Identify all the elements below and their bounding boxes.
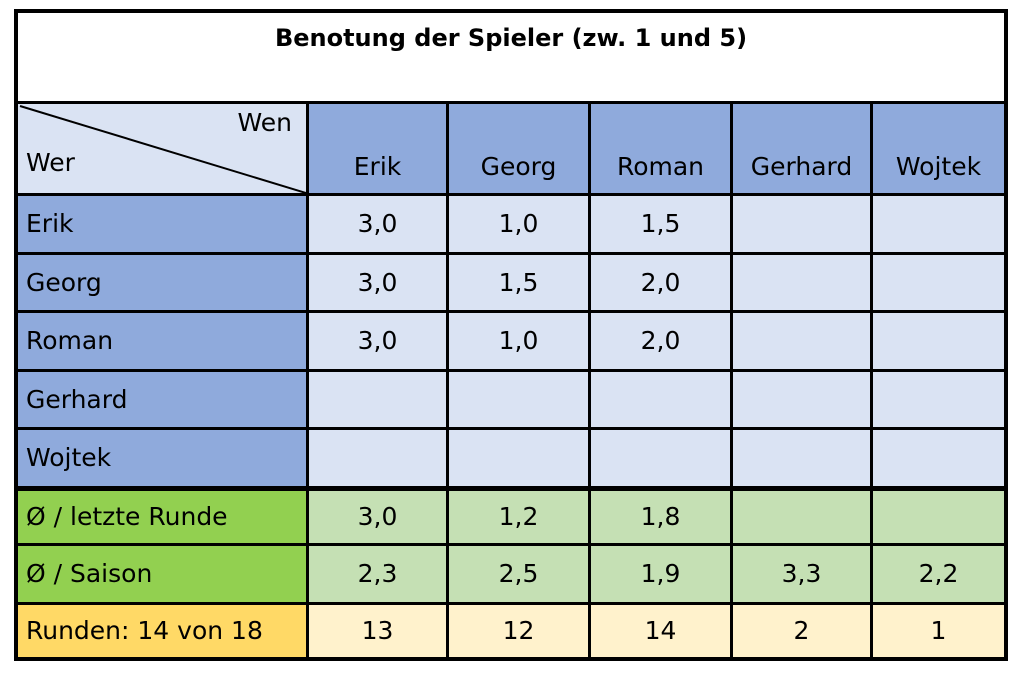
corner-diagonal [19,105,306,193]
rounds-cell: 13 [306,602,446,657]
grade-cell: 3,0 [306,310,446,369]
grade-cell [870,427,1004,486]
rounds-cell: 14 [588,602,730,657]
summary-label: Ø / Saison [18,543,306,602]
grade-cell [588,427,730,486]
grade-cell: 1,5 [446,252,588,310]
row-label: Georg [18,252,306,310]
grade-cell [870,252,1004,310]
grade-cell: 3,0 [306,252,446,310]
grade-cell [306,427,446,486]
grade-cell: 1,0 [446,193,588,252]
average-cell: 1,9 [588,543,730,602]
table-title: Benotung der Spieler (zw. 1 und 5) [18,13,1004,104]
grading-table: Benotung der Spieler (zw. 1 und 5) Wen We… [14,9,1008,661]
average-cell [870,486,1004,543]
average-cell: 2,3 [306,543,446,602]
corner-top-label: Wen [237,108,292,137]
corner-bottom-label: Wer [26,148,75,177]
average-cell: 2,2 [870,543,1004,602]
rounds-label: Runden: 14 von 18 [18,602,306,657]
row-label: Roman [18,310,306,369]
row-label: Gerhard [18,369,306,427]
column-header: Roman [588,104,730,193]
grade-cell [730,369,870,427]
column-header: Gerhard [730,104,870,193]
average-cell: 3,3 [730,543,870,602]
summary-label: Ø / letzte Runde [18,486,306,543]
grade-cell: 1,5 [588,193,730,252]
average-cell: 1,2 [446,486,588,543]
grade-cell [588,369,730,427]
row-label: Erik [18,193,306,252]
grade-cell [870,369,1004,427]
average-cell: 2,5 [446,543,588,602]
grade-cell [870,193,1004,252]
average-cell [730,486,870,543]
grade-cell: 1,0 [446,310,588,369]
rounds-cell: 12 [446,602,588,657]
rounds-cell: 2 [730,602,870,657]
average-cell: 1,8 [588,486,730,543]
grade-cell [446,427,588,486]
grade-cell [870,310,1004,369]
grade-cell [730,427,870,486]
grade-cell [730,252,870,310]
grade-cell: 3,0 [306,193,446,252]
average-cell: 3,0 [306,486,446,543]
grade-cell: 2,0 [588,252,730,310]
grade-cell [730,310,870,369]
grade-cell [306,369,446,427]
corner-cell: Wen Wer [18,104,306,193]
column-header: Erik [306,104,446,193]
grade-cell [446,369,588,427]
column-header: Georg [446,104,588,193]
grade-cell [730,193,870,252]
rounds-cell: 1 [870,602,1004,657]
column-header: Wojtek [870,104,1004,193]
row-label: Wojtek [18,427,306,486]
grade-cell: 2,0 [588,310,730,369]
